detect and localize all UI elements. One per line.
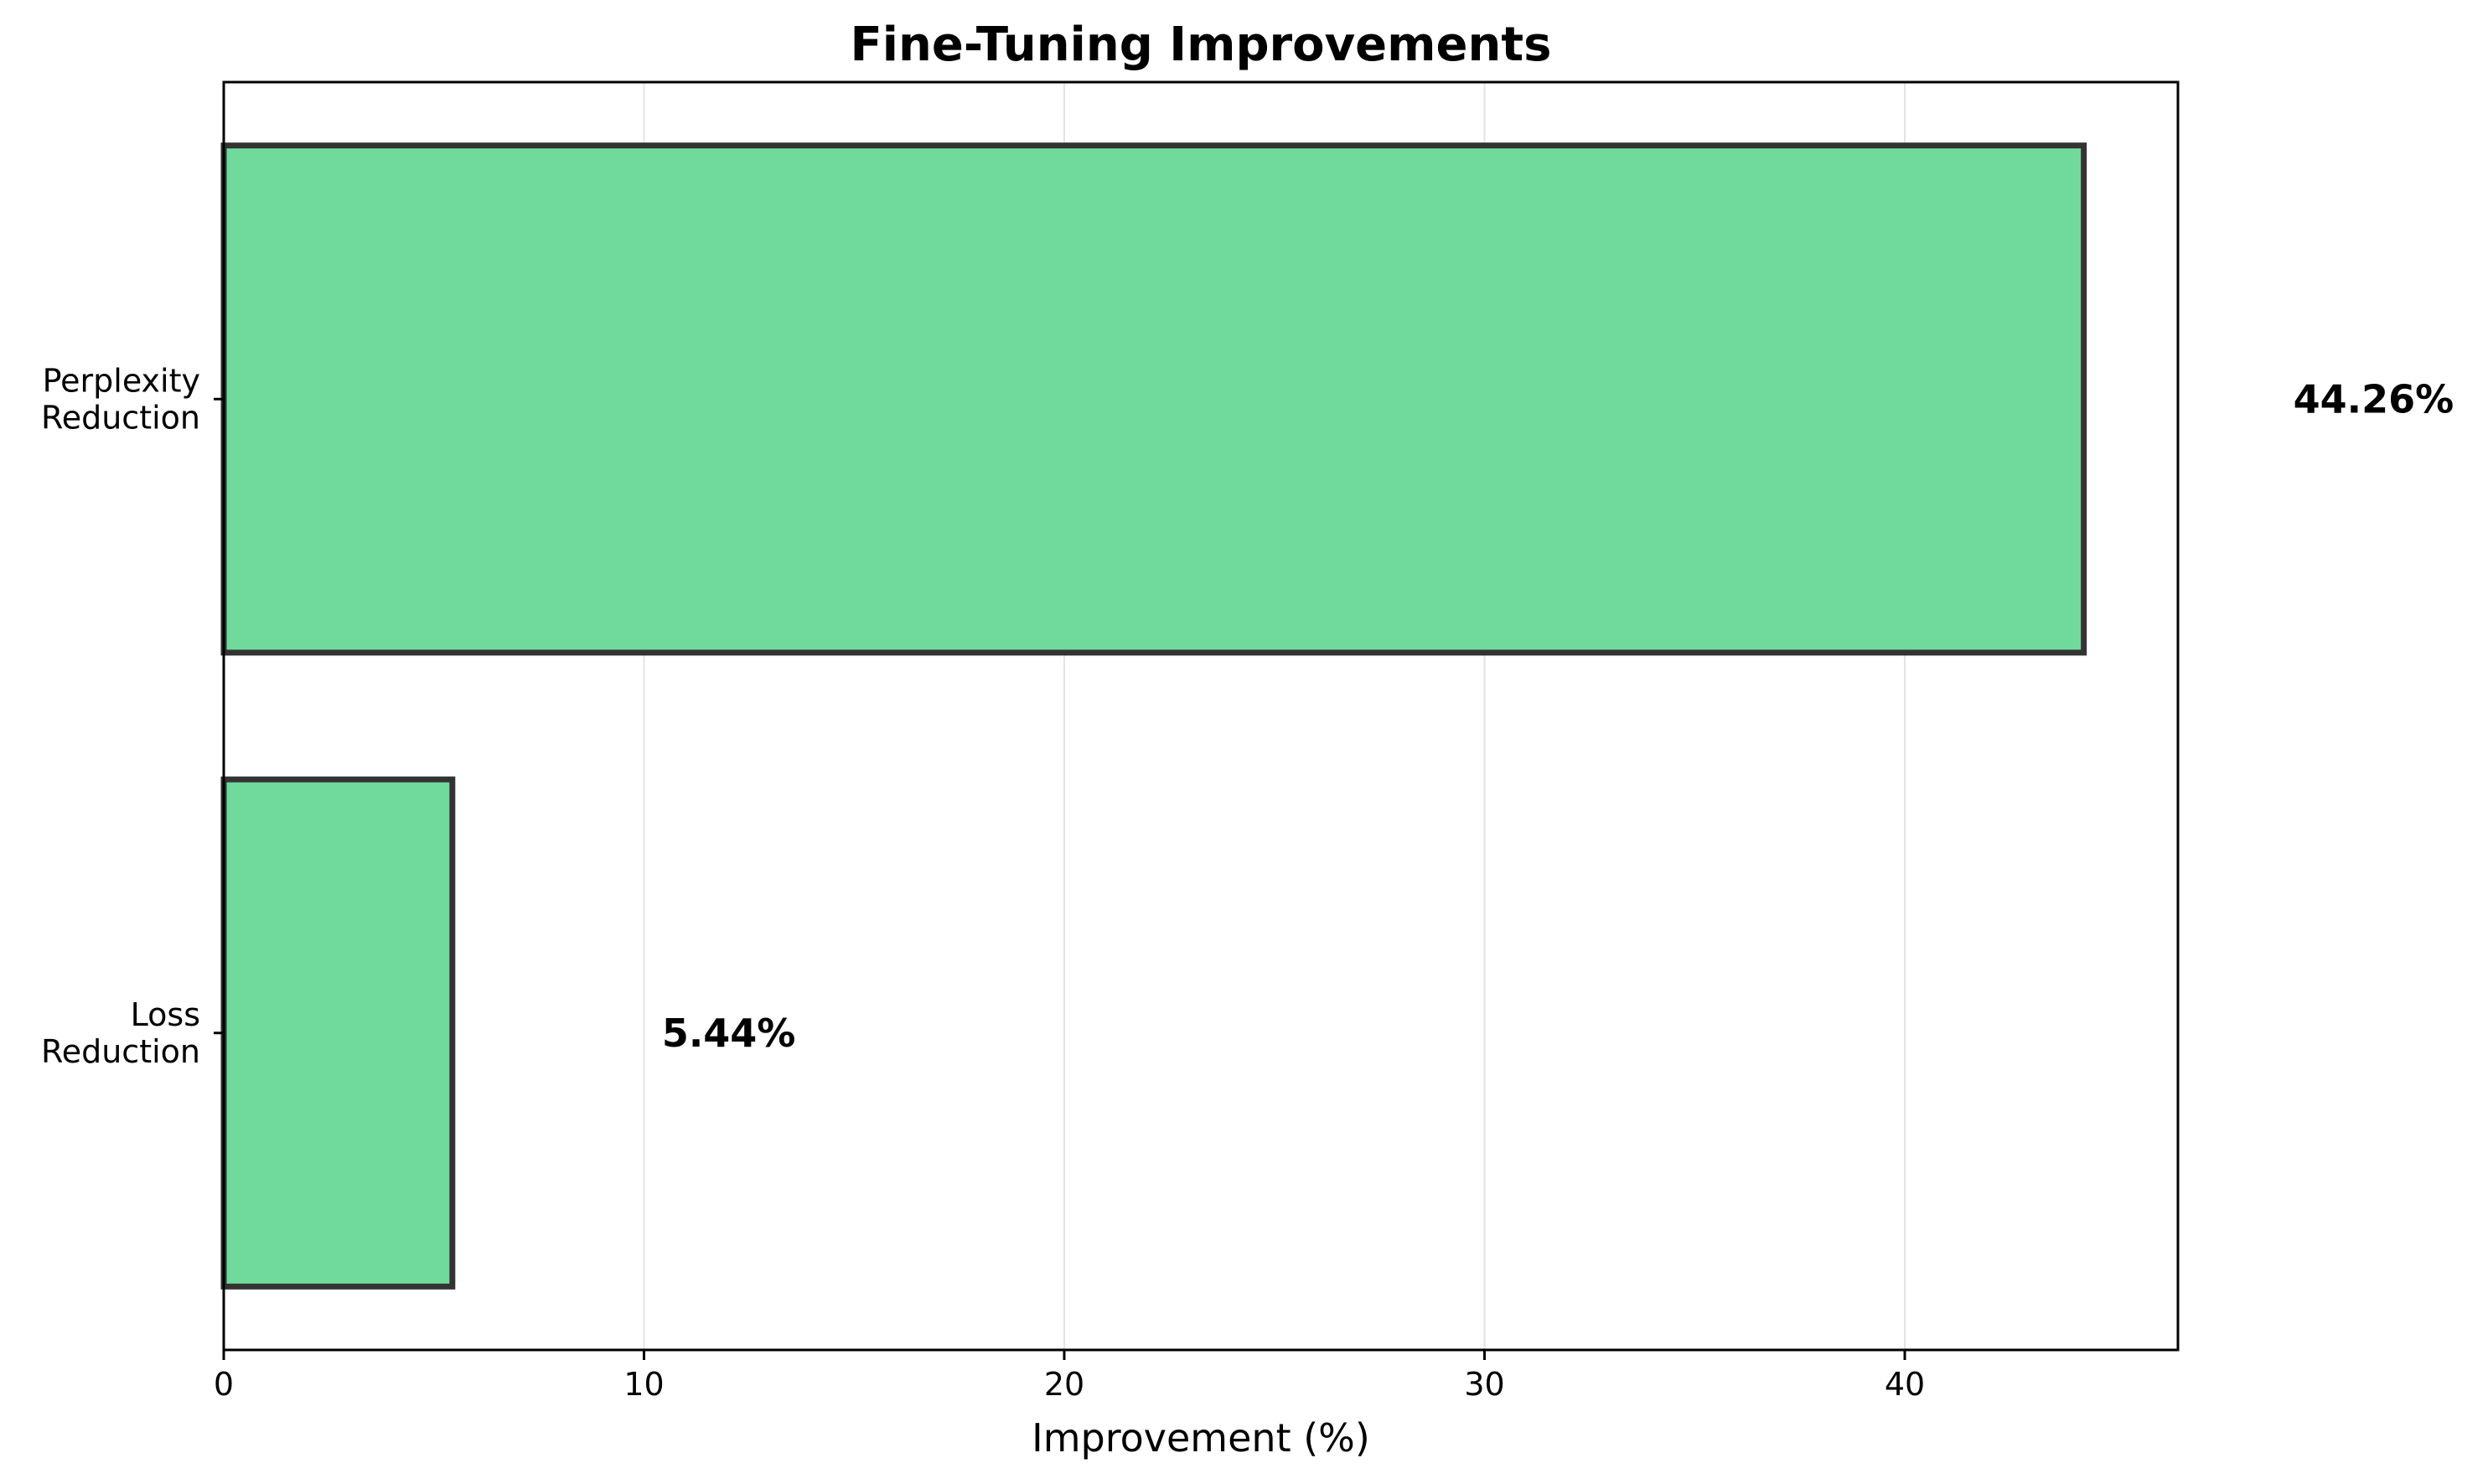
value-labels: 44.26% 5.44% <box>662 376 2454 1056</box>
x-tick-label-1: 10 <box>623 1366 664 1403</box>
y-tick-label-line: Reduction <box>41 399 200 436</box>
y-tick-label-line: Perplexity <box>43 362 200 399</box>
bar-1 <box>220 776 456 1290</box>
plot-frame <box>222 80 2180 1352</box>
x-tick-label-2: 20 <box>1044 1366 1084 1403</box>
x-ticks: 0 10 20 30 40 <box>214 1350 1925 1403</box>
y-tick-label-line: Reduction <box>41 1033 200 1070</box>
y-tick-label-0: Perplexity Reduction <box>41 362 200 436</box>
x-tick-label-0: 0 <box>214 1366 234 1403</box>
x-axis-label: Improvement (%) <box>1032 1415 1370 1461</box>
bar-0 <box>220 142 2087 656</box>
value-label-1: 5.44% <box>662 1011 796 1056</box>
y-tick-label-1: Loss Reduction <box>41 996 200 1070</box>
bars <box>220 142 2087 1290</box>
x-tick-label-4: 40 <box>1885 1366 1925 1403</box>
x-tick-label-3: 30 <box>1464 1366 1504 1403</box>
axes <box>222 80 2180 1352</box>
y-tick-label-line: Loss <box>131 996 200 1033</box>
chart-title: Fine-Tuning Improvements <box>851 18 1552 72</box>
value-label-0: 44.26% <box>2294 376 2454 421</box>
